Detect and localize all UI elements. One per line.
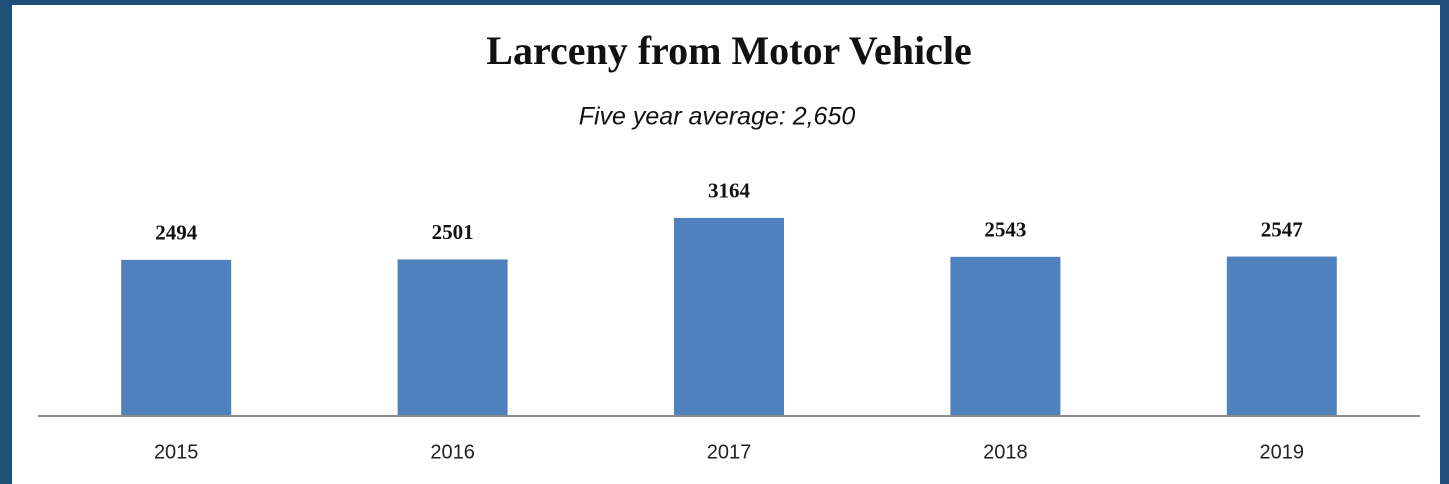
chart-title: Larceny from Motor Vehicle — [486, 28, 971, 73]
data-label: 2501 — [432, 220, 474, 244]
data-label: 2494 — [155, 221, 198, 245]
x-tick-label: 2015 — [154, 441, 199, 463]
x-tick-label: 2018 — [983, 441, 1028, 463]
bar — [1226, 256, 1337, 416]
bar — [950, 256, 1061, 416]
data-label: 2543 — [984, 218, 1026, 242]
x-tick-label: 2016 — [430, 441, 475, 463]
data-label: 3164 — [708, 179, 751, 203]
x-tick-label: 2017 — [707, 441, 752, 463]
chart-subtitle: Five year average: 2,650 — [579, 103, 856, 131]
bar — [674, 217, 784, 416]
x-tick-label: 2019 — [1260, 441, 1305, 463]
bar — [121, 259, 232, 416]
data-label: 2547 — [1261, 217, 1303, 241]
bar — [397, 259, 508, 416]
